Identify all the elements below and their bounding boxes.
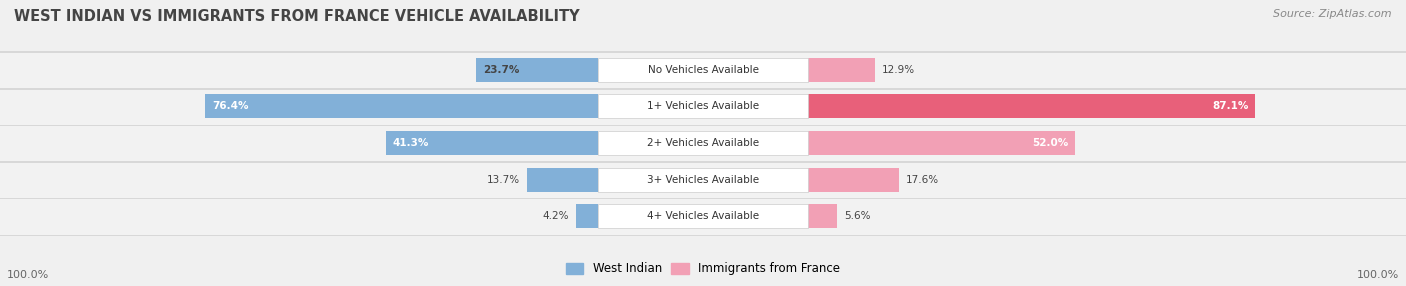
- Text: 2+ Vehicles Available: 2+ Vehicles Available: [647, 138, 759, 148]
- Text: WEST INDIAN VS IMMIGRANTS FROM FRANCE VEHICLE AVAILABILITY: WEST INDIAN VS IMMIGRANTS FROM FRANCE VE…: [14, 9, 579, 23]
- Bar: [0, 163, 1406, 198]
- Bar: [527, 168, 598, 192]
- Bar: [598, 131, 808, 155]
- Bar: [808, 168, 898, 192]
- Text: 41.3%: 41.3%: [392, 138, 429, 148]
- Text: Source: ZipAtlas.com: Source: ZipAtlas.com: [1274, 9, 1392, 19]
- Bar: [0, 53, 1406, 88]
- Bar: [598, 94, 808, 118]
- Text: 3+ Vehicles Available: 3+ Vehicles Available: [647, 175, 759, 184]
- Bar: [385, 131, 598, 155]
- Bar: [0, 88, 1406, 126]
- Text: 5.6%: 5.6%: [844, 211, 870, 221]
- Bar: [0, 161, 1406, 199]
- Text: 13.7%: 13.7%: [486, 175, 520, 184]
- Legend: West Indian, Immigrants from France: West Indian, Immigrants from France: [561, 258, 845, 280]
- Bar: [205, 94, 598, 118]
- Text: No Vehicles Available: No Vehicles Available: [648, 65, 758, 75]
- Bar: [0, 126, 1406, 161]
- Text: 4+ Vehicles Available: 4+ Vehicles Available: [647, 211, 759, 221]
- Bar: [0, 125, 1406, 163]
- Bar: [0, 51, 1406, 90]
- Bar: [808, 204, 837, 228]
- Text: 12.9%: 12.9%: [882, 65, 915, 75]
- Bar: [598, 168, 808, 192]
- Bar: [0, 90, 1406, 125]
- Bar: [808, 94, 1256, 118]
- Text: 76.4%: 76.4%: [212, 102, 249, 111]
- Text: 1+ Vehicles Available: 1+ Vehicles Available: [647, 102, 759, 111]
- Text: 52.0%: 52.0%: [1032, 138, 1069, 148]
- Bar: [808, 58, 875, 82]
- Bar: [808, 131, 1076, 155]
- Text: 87.1%: 87.1%: [1212, 102, 1249, 111]
- Text: 23.7%: 23.7%: [482, 65, 519, 75]
- Bar: [0, 198, 1406, 236]
- Text: 100.0%: 100.0%: [1357, 270, 1399, 280]
- Text: 4.2%: 4.2%: [543, 211, 569, 221]
- Bar: [0, 199, 1406, 235]
- Bar: [475, 58, 598, 82]
- Text: 100.0%: 100.0%: [7, 270, 49, 280]
- Bar: [598, 204, 808, 228]
- Bar: [598, 58, 808, 82]
- Text: 17.6%: 17.6%: [905, 175, 939, 184]
- Bar: [576, 204, 598, 228]
